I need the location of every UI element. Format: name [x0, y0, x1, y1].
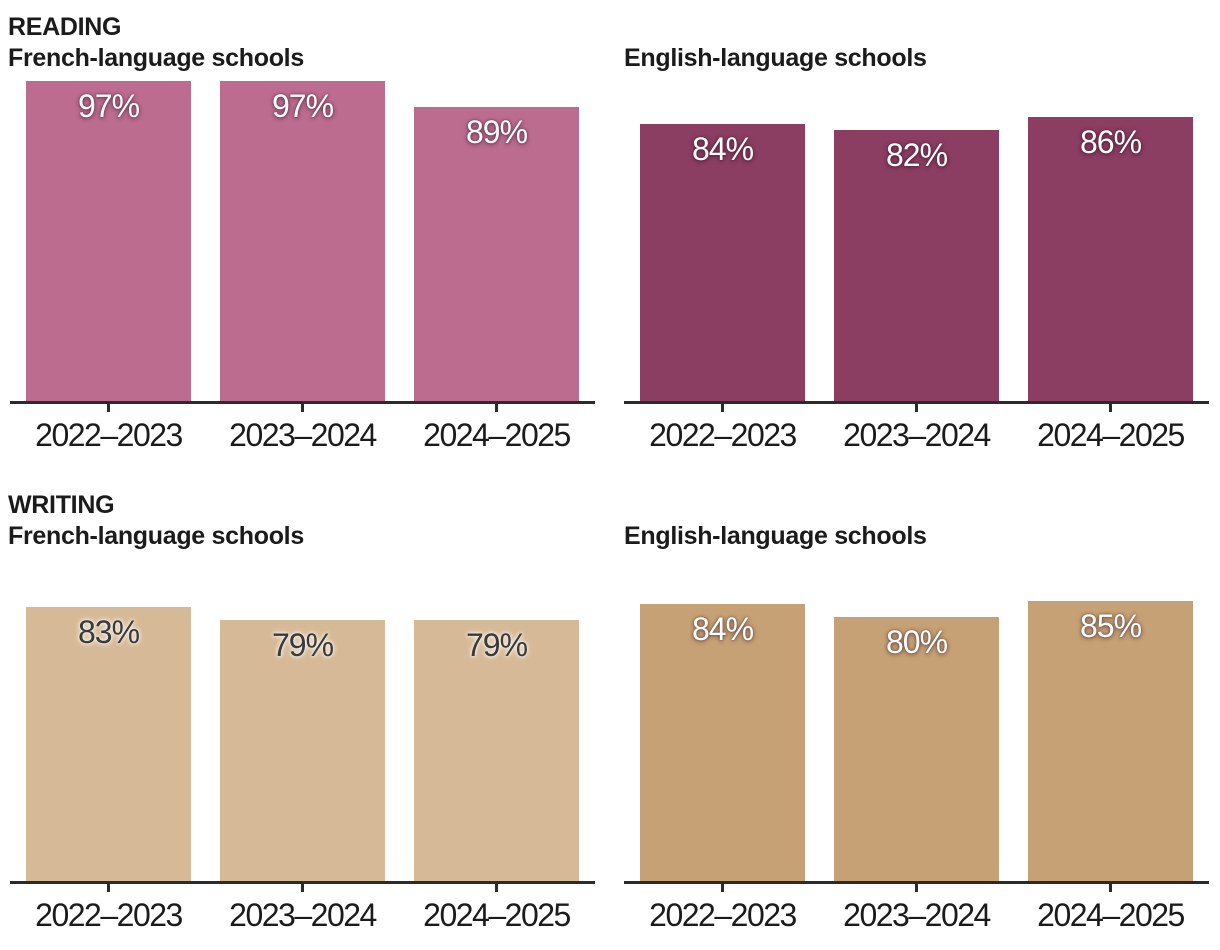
bar-chart-reading-french: 97% 2022–2023 97% 2023–2024 89% 2024–2025: [10, 74, 595, 453]
x-axis-label: 2024–2025: [1037, 417, 1185, 453]
bar-chart-reading-english: 84% 2022–2023 82% 2023–2024 86% 2024–2025: [624, 74, 1209, 453]
bar-value-label: 79%: [271, 627, 334, 664]
x-axis-label: 2022–2023: [649, 897, 797, 933]
bar-value-label: 82%: [885, 137, 948, 174]
bar: 79%: [414, 620, 579, 881]
bar-value-label: 84%: [691, 610, 754, 647]
bar-value-label: 83%: [77, 614, 140, 651]
section-kicker-writing: WRITING: [8, 491, 115, 519]
axis-tick: [107, 401, 110, 412]
bar-chart-writing-english: 84% 2022–2023 80% 2023–2024 85% 2024–2025: [624, 554, 1209, 933]
x-axis-label: 2022–2023: [649, 417, 797, 453]
axis-tick: [915, 401, 918, 412]
bar-value-label: 97%: [77, 87, 140, 124]
bar-value-label: 80%: [885, 624, 948, 660]
x-axis-label: 2022–2023: [35, 417, 183, 453]
chart-title-writing-french: French-language schools: [8, 522, 304, 550]
bar-value-label: 79%: [465, 627, 528, 664]
bar: 79%: [220, 620, 385, 881]
axis-tick: [915, 881, 918, 892]
bar-chart-writing-french: 83% 2022–2023 79% 2023–2024 79% 2024–2025: [10, 554, 595, 933]
axis-tick: [1109, 881, 1112, 892]
bar-value-label: 85%: [1079, 607, 1142, 644]
bar: 82%: [834, 130, 999, 401]
chart-title-writing-english: English-language schools: [624, 522, 927, 550]
bar: 84%: [640, 123, 805, 401]
bar-value-label: 84%: [691, 130, 754, 167]
axis-tick: [301, 881, 304, 892]
chart-title-reading-english: English-language schools: [624, 44, 927, 72]
bar: 83%: [26, 607, 191, 881]
axis-tick: [1109, 401, 1112, 412]
axis-tick: [495, 401, 498, 412]
bar-value-label: 89%: [465, 114, 528, 151]
x-axis-label: 2023–2024: [229, 897, 377, 933]
x-axis-label: 2024–2025: [1037, 897, 1185, 933]
section-kicker-reading: READING: [8, 13, 122, 41]
bar-value-label: 97%: [271, 87, 334, 124]
x-axis-label: 2023–2024: [843, 417, 991, 453]
x-axis-label: 2023–2024: [843, 897, 991, 933]
bar: 80%: [834, 617, 999, 881]
bar: 97%: [220, 80, 385, 401]
axis-tick: [721, 401, 724, 412]
axis-tick: [495, 881, 498, 892]
bar: 97%: [26, 80, 191, 401]
axis-tick: [301, 401, 304, 412]
x-axis-label: 2024–2025: [423, 897, 571, 933]
bar: 84%: [640, 603, 805, 881]
bar: 86%: [1028, 117, 1193, 401]
axis-tick: [107, 881, 110, 892]
x-axis-label: 2024–2025: [423, 417, 571, 453]
bar-value-label: 86%: [1079, 124, 1142, 161]
bar: 89%: [414, 107, 579, 401]
x-axis-label: 2022–2023: [35, 897, 183, 933]
chart-title-reading-french: French-language schools: [8, 44, 304, 72]
bar: 85%: [1028, 600, 1193, 881]
axis-tick: [721, 881, 724, 892]
x-axis-label: 2023–2024: [229, 417, 377, 453]
